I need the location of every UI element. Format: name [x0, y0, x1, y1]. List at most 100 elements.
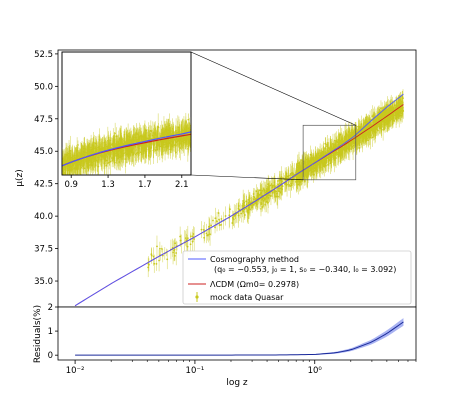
quasar-point: [255, 190, 258, 193]
inset-quasar-point: [117, 154, 120, 156]
quasar-point: [373, 127, 375, 130]
quasar-point: [274, 195, 277, 198]
quasar-point: [367, 134, 370, 136]
inset-quasar-point: [142, 146, 144, 149]
quasar-point: [364, 133, 367, 136]
quasar-point: [324, 160, 327, 163]
quasar-point: [387, 118, 390, 121]
quasar-point: [312, 156, 314, 159]
inset-quasar-point: [134, 136, 137, 139]
quasar-point: [231, 222, 234, 224]
inset-quasar-point: [117, 144, 120, 146]
inset-quasar-point: [62, 169, 65, 172]
quasar-point: [179, 239, 182, 242]
inset-quasar-point: [105, 164, 108, 167]
main-y-tick-label: 35.0: [34, 277, 53, 287]
quasar-point: [173, 249, 175, 252]
inset-quasar-point: [112, 157, 115, 159]
inset-quasar-point: [64, 159, 66, 162]
quasar-point: [264, 191, 267, 194]
inset-quasar-point: [127, 135, 129, 138]
quasar-point: [185, 239, 188, 242]
inset-quasar-point: [114, 145, 117, 147]
quasar-point: [281, 180, 283, 183]
quasar-point: [304, 157, 307, 160]
quasar-point: [276, 192, 278, 195]
inset-quasar-point: [175, 129, 177, 132]
main-y-ticks: 35.0 37.5 40.0 42.5 45.0 47.5 50.0 52.5: [34, 50, 58, 287]
quasar-point: [337, 155, 340, 158]
quasar-point: [312, 173, 315, 176]
inset-quasar-point: [71, 155, 74, 157]
quasar-point: [343, 135, 346, 138]
quasar-point: [333, 157, 336, 160]
inset-quasar-point: [131, 145, 134, 148]
inset-plot: 0.9 1.3 1.7 2.1: [61, 51, 192, 190]
inset-quasar-point: [71, 158, 73, 160]
quasar-point: [364, 121, 367, 124]
quasar-point: [193, 238, 196, 240]
inset-quasar-point: [82, 164, 85, 166]
quasar-point: [307, 161, 309, 164]
inset-quasar-point: [150, 130, 153, 132]
quasar-point: [398, 114, 401, 117]
quasar-point: [216, 220, 218, 223]
inset-quasar-point: [123, 152, 125, 155]
inset-quasar-point: [161, 145, 163, 148]
inset-quasar-point: [168, 141, 171, 144]
quasar-point: [173, 254, 176, 257]
quasar-point: [148, 263, 150, 266]
quasar-point: [186, 245, 189, 248]
quasar-point: [251, 204, 254, 206]
main-y-tick-label: 45.0: [34, 147, 53, 157]
quasar-point: [369, 131, 372, 134]
quasar-point: [319, 164, 322, 167]
inset-quasar-point: [148, 148, 150, 151]
inset-quasar-point: [84, 151, 87, 154]
inset-quasar-point: [88, 152, 90, 155]
quasar-point: [189, 243, 192, 246]
quasar-point: [271, 191, 274, 194]
inset-quasar-point: [153, 131, 155, 134]
quasar-point: [218, 218, 220, 221]
inset-quasar-point: [138, 145, 141, 147]
inset-quasar-point: [128, 150, 131, 153]
inset-quasar-point: [83, 147, 86, 150]
inset-quasar-point: [75, 164, 78, 166]
zoom-box: [302, 124, 357, 181]
quasar-point: [175, 252, 178, 254]
inset-quasar-point: [108, 147, 110, 149]
inset-quasar-point: [123, 139, 125, 142]
quasar-point: [155, 263, 158, 265]
inset-quasar-point: [83, 158, 86, 161]
quasar-point: [382, 128, 384, 131]
quasar-point: [152, 255, 155, 258]
inset-quasar-point: [92, 148, 94, 151]
inset-quasar-point: [73, 168, 75, 170]
inset-quasar-point: [122, 155, 124, 157]
inset-quasar-point: [68, 166, 71, 169]
quasar-point: [191, 235, 194, 238]
quasar-point: [327, 150, 330, 153]
quasar-point: [158, 259, 160, 262]
inset-quasar-point: [166, 139, 168, 142]
quasar-point: [391, 114, 394, 117]
quasar-point: [220, 217, 223, 220]
inset-quasar-point: [179, 147, 182, 149]
quasar-point: [232, 218, 235, 221]
inset-quasar-point: [109, 160, 112, 163]
inset-quasar-point: [83, 167, 86, 170]
zoom-connector-bottom: [190, 174, 304, 181]
quasar-point: [401, 110, 404, 113]
inset-quasar-point: [80, 152, 83, 155]
inset-quasar-point: [151, 137, 153, 140]
quasar-point: [249, 201, 251, 204]
quasar-point: [333, 159, 336, 161]
main-y-tick-label: 42.5: [34, 180, 53, 190]
zoom-connector-top: [190, 51, 356, 126]
inset-quasar-point: [76, 162, 79, 165]
quasar-point: [335, 145, 337, 148]
inset-quasar-point: [90, 165, 93, 167]
inset-quasar-point: [137, 146, 139, 149]
quasar-point: [285, 184, 288, 186]
